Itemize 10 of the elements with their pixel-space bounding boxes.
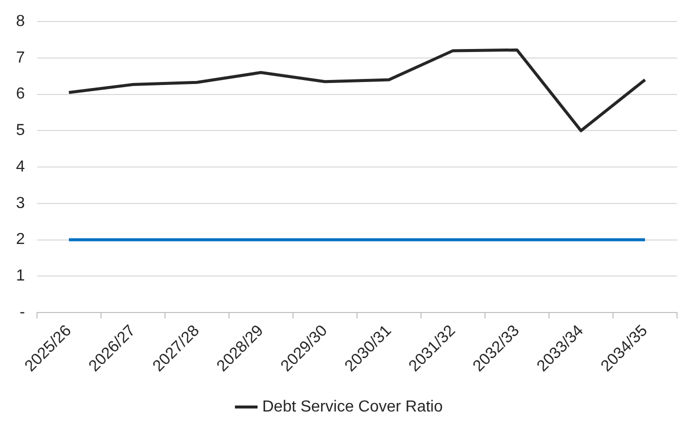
- y-tick-label: 7: [16, 49, 25, 66]
- y-tick-label: 6: [16, 86, 25, 103]
- y-tick-label: -: [20, 304, 25, 321]
- legend-label: Debt Service Cover Ratio: [262, 398, 443, 416]
- y-tick-label: 3: [16, 194, 25, 212]
- y-tick-label: 4: [16, 158, 25, 176]
- y-tick-label: 5: [16, 122, 25, 140]
- y-tick-label: 8: [16, 13, 25, 30]
- y-tick-label: 1: [16, 268, 25, 285]
- y-tick-label: 2: [16, 231, 25, 248]
